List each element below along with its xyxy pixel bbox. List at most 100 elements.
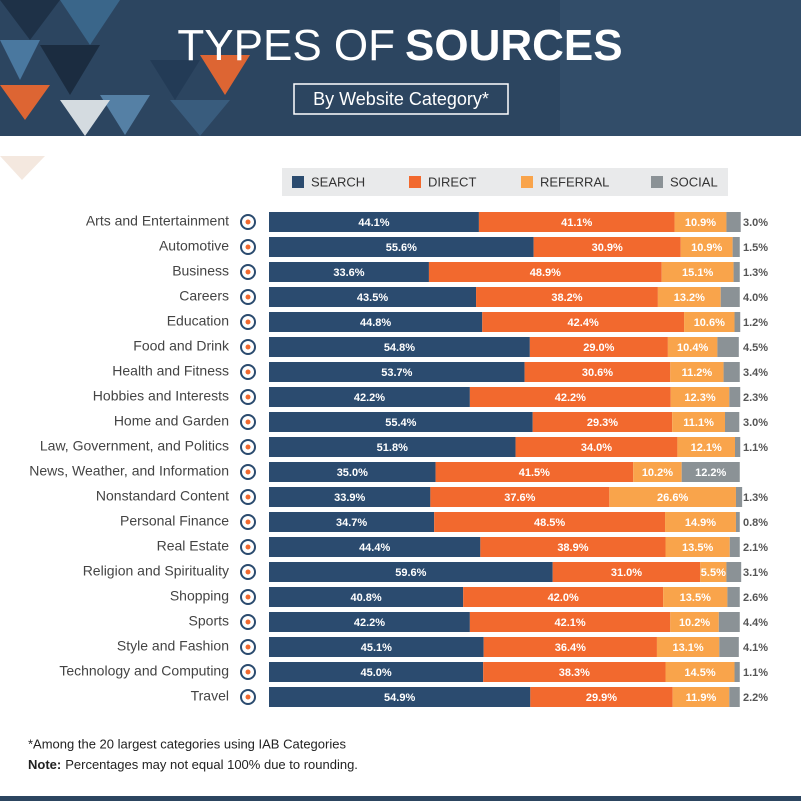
value-label: 31.0% (611, 567, 642, 579)
value-label-outside: 3.0% (743, 417, 768, 429)
bar-segment (729, 537, 740, 557)
bar-segment (269, 212, 479, 232)
value-label: 35.0% (337, 467, 368, 479)
category-label: Law, Government, and Politics (40, 438, 229, 454)
value-label-outside: 3.0% (743, 217, 768, 229)
bar-segment (552, 562, 701, 582)
value-label: 36.4% (555, 642, 586, 654)
category-icon-dot (245, 444, 251, 450)
category-label: Automotive (159, 238, 229, 254)
value-label-outside: 2.6% (743, 592, 768, 604)
value-label: 41.1% (561, 217, 592, 229)
category-icon-dot (245, 644, 251, 650)
value-label: 10.4% (677, 342, 708, 354)
value-label-outside: 0.8% (743, 517, 768, 529)
bar-segment (665, 537, 730, 557)
value-label: 44.1% (358, 217, 389, 229)
value-label: 10.2% (642, 467, 673, 479)
category-icon-dot (245, 369, 251, 375)
value-label-outside: 4.5% (743, 342, 768, 354)
category-icon (240, 639, 256, 655)
bar-segment (735, 437, 741, 457)
bar-segment (269, 312, 483, 332)
category-label: Personal Finance (120, 513, 229, 529)
value-label-outside: 3.4% (743, 367, 768, 379)
category-icon-dot (245, 494, 251, 500)
category-icon (240, 339, 256, 355)
category-label: Careers (179, 288, 229, 304)
bar-segment (726, 562, 742, 582)
bar-segment (269, 237, 534, 257)
footnote: *Among the 20 largest categories using I… (28, 736, 346, 751)
bar-segment (530, 687, 673, 707)
category-icon-dot (245, 294, 251, 300)
value-label: 26.6% (657, 492, 688, 504)
header-pattern (0, 0, 801, 180)
category-label: Technology and Computing (59, 663, 229, 679)
bar-segment (725, 412, 740, 432)
bar-segment (734, 312, 741, 332)
legend-swatch (292, 176, 304, 188)
legend: SEARCH DIRECT REFERRAL SOCIAL (292, 174, 718, 189)
value-label: 40.8% (351, 592, 382, 604)
value-label: 13.1% (673, 642, 704, 654)
category-label: Shopping (170, 588, 229, 604)
bar-segment (720, 287, 740, 307)
value-label: 13.2% (674, 292, 705, 304)
category-label: Nonstandard Content (96, 488, 229, 504)
value-label: 42.1% (554, 617, 585, 629)
subtitle-box (293, 83, 509, 115)
note: Note: Percentages may not equal 100% due … (28, 757, 358, 772)
legend-swatch (409, 176, 421, 188)
bar-segment (672, 412, 726, 432)
bar-segment (469, 387, 671, 407)
value-label-outside: 2.2% (743, 692, 768, 704)
value-label: 45.0% (360, 667, 391, 679)
value-label: 30.9% (592, 242, 623, 254)
category-label: Home and Garden (114, 413, 229, 429)
bar-segment (269, 512, 435, 532)
value-label: 48.9% (530, 267, 561, 279)
value-label: 15.1% (682, 267, 713, 279)
legend-label: SOCIAL (670, 174, 718, 189)
value-label: 59.6% (395, 567, 426, 579)
category-icon (240, 314, 256, 330)
value-label: 38.9% (557, 542, 588, 554)
legend-label: SEARCH (311, 174, 365, 189)
bar-segment (478, 212, 675, 232)
bar-segment (684, 312, 735, 332)
bar-segment (269, 462, 436, 482)
value-label-outside: 2.1% (743, 542, 768, 554)
value-label-outside: 3.1% (743, 567, 768, 579)
value-label: 10.2% (679, 617, 710, 629)
category-label: Food and Drink (133, 338, 230, 354)
value-label: 10.9% (685, 217, 716, 229)
title-bold: SOURCES (405, 21, 623, 70)
category-label: Business (172, 263, 229, 279)
bar-segment (428, 262, 662, 282)
category-label: Real Estate (157, 538, 230, 554)
value-label: 33.6% (333, 267, 364, 279)
value-label-outside: 2.3% (743, 392, 768, 404)
category-icon (240, 264, 256, 280)
bar-segment (677, 437, 736, 457)
legend-label: DIRECT (428, 174, 476, 189)
category-icon (240, 589, 256, 605)
legend-swatch (521, 176, 533, 188)
value-label: 43.5% (357, 292, 388, 304)
category-icon (240, 464, 256, 480)
value-label-outside: 1.2% (743, 317, 768, 329)
bar-segment (269, 287, 477, 307)
bar-segment (726, 212, 741, 232)
bar-segment (670, 612, 719, 632)
value-label: 55.6% (386, 242, 417, 254)
category-icon-dot (245, 394, 251, 400)
value-label: 13.5% (680, 592, 711, 604)
value-label-outside: 1.1% (743, 442, 768, 454)
bar-segment (269, 537, 481, 557)
bar-segment (609, 487, 736, 507)
bar-segment (718, 612, 740, 632)
bar-segment (483, 637, 657, 657)
category-label: Arts and Entertainment (86, 213, 229, 229)
value-label: 45.1% (361, 642, 392, 654)
